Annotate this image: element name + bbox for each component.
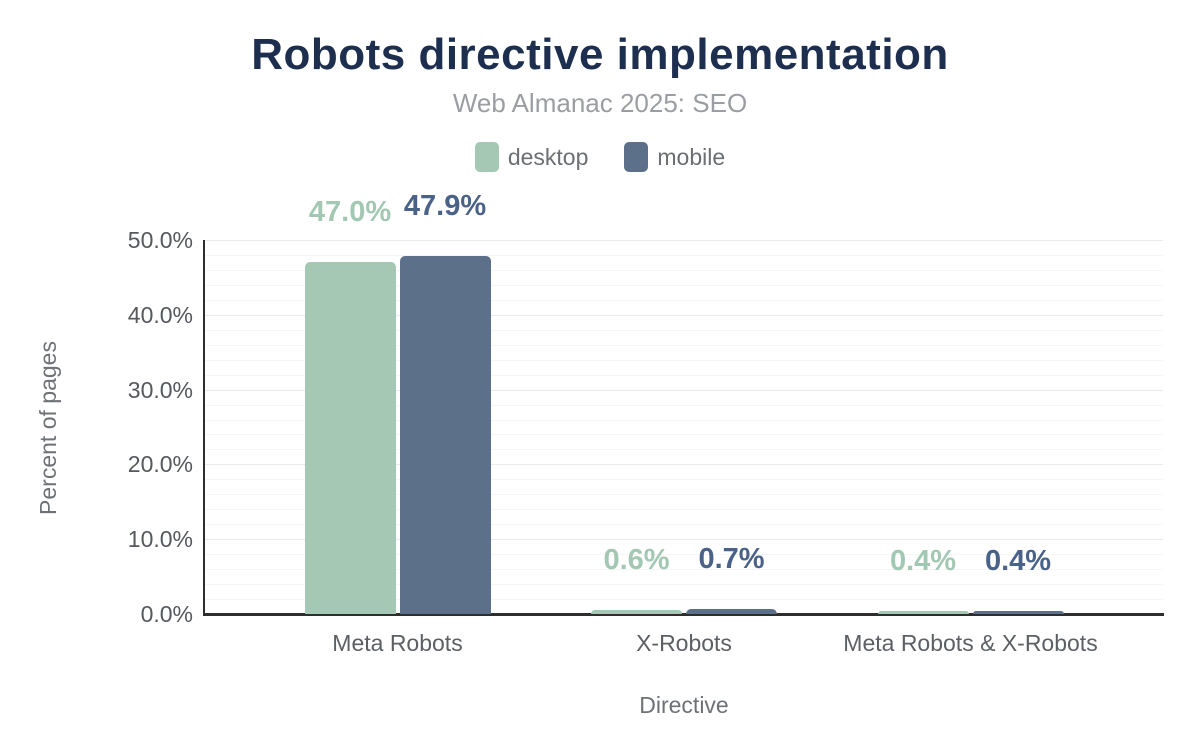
gridline-minor xyxy=(205,269,1163,271)
y-tick-10.0%: 10.0% xyxy=(127,526,193,553)
gridline-minor xyxy=(205,329,1163,331)
legend-swatch-mobile xyxy=(624,142,649,172)
gridline-minor xyxy=(205,419,1163,421)
value-label-mobile-1: 0.7% xyxy=(698,542,765,575)
gridline-minor xyxy=(205,284,1163,286)
gridline-minor xyxy=(205,494,1163,496)
value-label-desktop-2: 0.4% xyxy=(889,545,957,577)
gridline-minor xyxy=(205,434,1163,436)
bar-mobile-1 xyxy=(686,608,777,614)
gridline-minor xyxy=(205,254,1163,256)
chart-subtitle: Web Almanac 2025: SEO xyxy=(452,88,748,118)
y-tick-0.0%: 0.0% xyxy=(140,601,193,627)
bar-mobile-0 xyxy=(399,255,491,614)
value-label-desktop-0: 47.0% xyxy=(308,196,392,229)
gridline-minor xyxy=(205,344,1163,346)
gridline-minor xyxy=(205,479,1163,481)
gridline-minor xyxy=(205,554,1163,556)
y-tick-50.0%: 50.0% xyxy=(127,227,193,253)
gridline-minor xyxy=(205,569,1163,571)
gridline-minor xyxy=(205,584,1163,586)
legend-label-mobile: mobile xyxy=(657,143,726,170)
gridline-minor xyxy=(205,404,1163,406)
x-axis-title: Directive xyxy=(639,692,729,718)
legend-item-desktop[interactable]: desktop xyxy=(474,142,589,172)
legend: desktop mobile xyxy=(0,141,1200,173)
gridline-minor xyxy=(205,524,1163,526)
gridline-minor xyxy=(205,449,1163,451)
bar-mobile-2 xyxy=(972,611,1064,614)
gridline-minor xyxy=(205,509,1163,511)
y-tick-20.0%: 20.0% xyxy=(127,451,193,478)
chart-title: Robots directive implementation xyxy=(251,30,949,79)
value-label-mobile-2: 0.4% xyxy=(984,545,1052,577)
y-axis-title: Percent of pages xyxy=(35,341,61,515)
y-tick-30.0%: 30.0% xyxy=(127,376,193,403)
value-label-desktop-1: 0.6% xyxy=(603,543,670,576)
y-tick-40.0%: 40.0% xyxy=(127,301,193,328)
x-category-label-2: Meta Robots & X-Robots xyxy=(843,630,1098,656)
bar-desktop-2 xyxy=(877,611,969,614)
bar-desktop-1 xyxy=(591,609,682,614)
gridline-major xyxy=(205,539,1163,541)
legend-label-desktop: desktop xyxy=(507,143,589,170)
bar-desktop-0 xyxy=(304,262,396,614)
legend-item-mobile[interactable]: mobile xyxy=(624,142,725,172)
gridline-minor xyxy=(205,599,1163,601)
y-axis-line xyxy=(203,240,205,614)
gridline-major xyxy=(205,240,1163,241)
gridline-major xyxy=(205,389,1163,391)
plot-area xyxy=(205,240,1163,614)
x-category-label-0: Meta Robots xyxy=(332,630,463,656)
value-label-mobile-0: 47.9% xyxy=(403,189,487,222)
gridline-major xyxy=(205,464,1163,466)
gridline-minor xyxy=(205,359,1163,361)
x-category-label-1: X-Robots xyxy=(636,630,732,656)
legend-swatch-desktop xyxy=(474,142,499,172)
x-axis-line xyxy=(203,613,1164,616)
gridline-major xyxy=(205,314,1163,316)
gridline-minor xyxy=(205,299,1163,301)
gridline-minor xyxy=(205,374,1163,376)
